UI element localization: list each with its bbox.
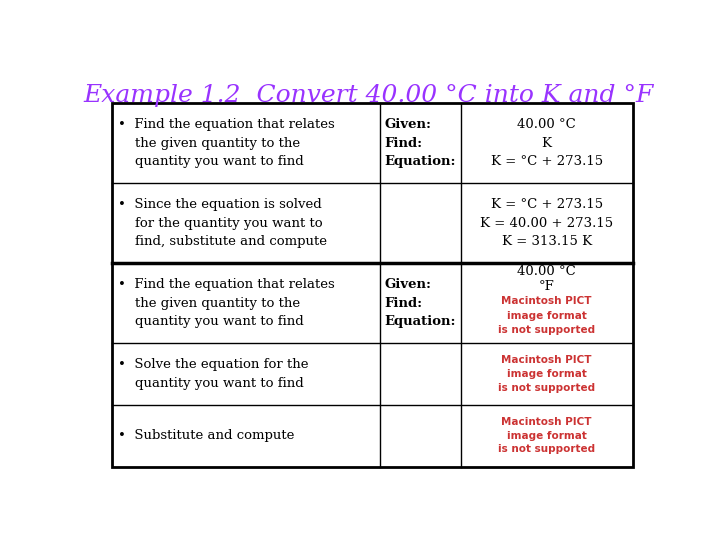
Text: °F: °F — [539, 280, 554, 293]
Text: •  Since the equation is solved
    for the quantity you want to
    find, subst: • Since the equation is solved for the q… — [118, 198, 327, 248]
Text: Example 1.2  Convert 40.00 °C into K and °F: Example 1.2 Convert 40.00 °C into K and … — [84, 84, 654, 107]
Text: Macintosh PICT
image format
is not supported: Macintosh PICT image format is not suppo… — [498, 417, 595, 455]
Text: Macintosh PICT
image format
is not supported: Macintosh PICT image format is not suppo… — [498, 355, 595, 393]
Bar — [112, 103, 632, 467]
Text: 40.00 °C: 40.00 °C — [517, 266, 576, 279]
Text: •  Find the equation that relates
    the given quantity to the
    quantity you: • Find the equation that relates the giv… — [118, 278, 335, 328]
Text: •  Solve the equation for the
    quantity you want to find: • Solve the equation for the quantity yo… — [118, 359, 308, 390]
Text: is not supported: is not supported — [498, 325, 595, 335]
Text: 40.00 °C
K
K = °C + 273.15: 40.00 °C K K = °C + 273.15 — [490, 118, 603, 168]
Text: •  Substitute and compute: • Substitute and compute — [118, 429, 294, 442]
Text: K = °C + 273.15
K = 40.00 + 273.15
K = 313.15 K: K = °C + 273.15 K = 40.00 + 273.15 K = 3… — [480, 198, 613, 248]
Text: image format: image format — [507, 310, 587, 321]
Text: Given:
Find:
Equation:: Given: Find: Equation: — [384, 118, 456, 168]
Text: •  Find the equation that relates
    the given quantity to the
    quantity you: • Find the equation that relates the giv… — [118, 118, 335, 168]
Text: Given:
Find:
Equation:: Given: Find: Equation: — [384, 278, 456, 328]
Text: Macintosh PICT: Macintosh PICT — [501, 296, 592, 306]
